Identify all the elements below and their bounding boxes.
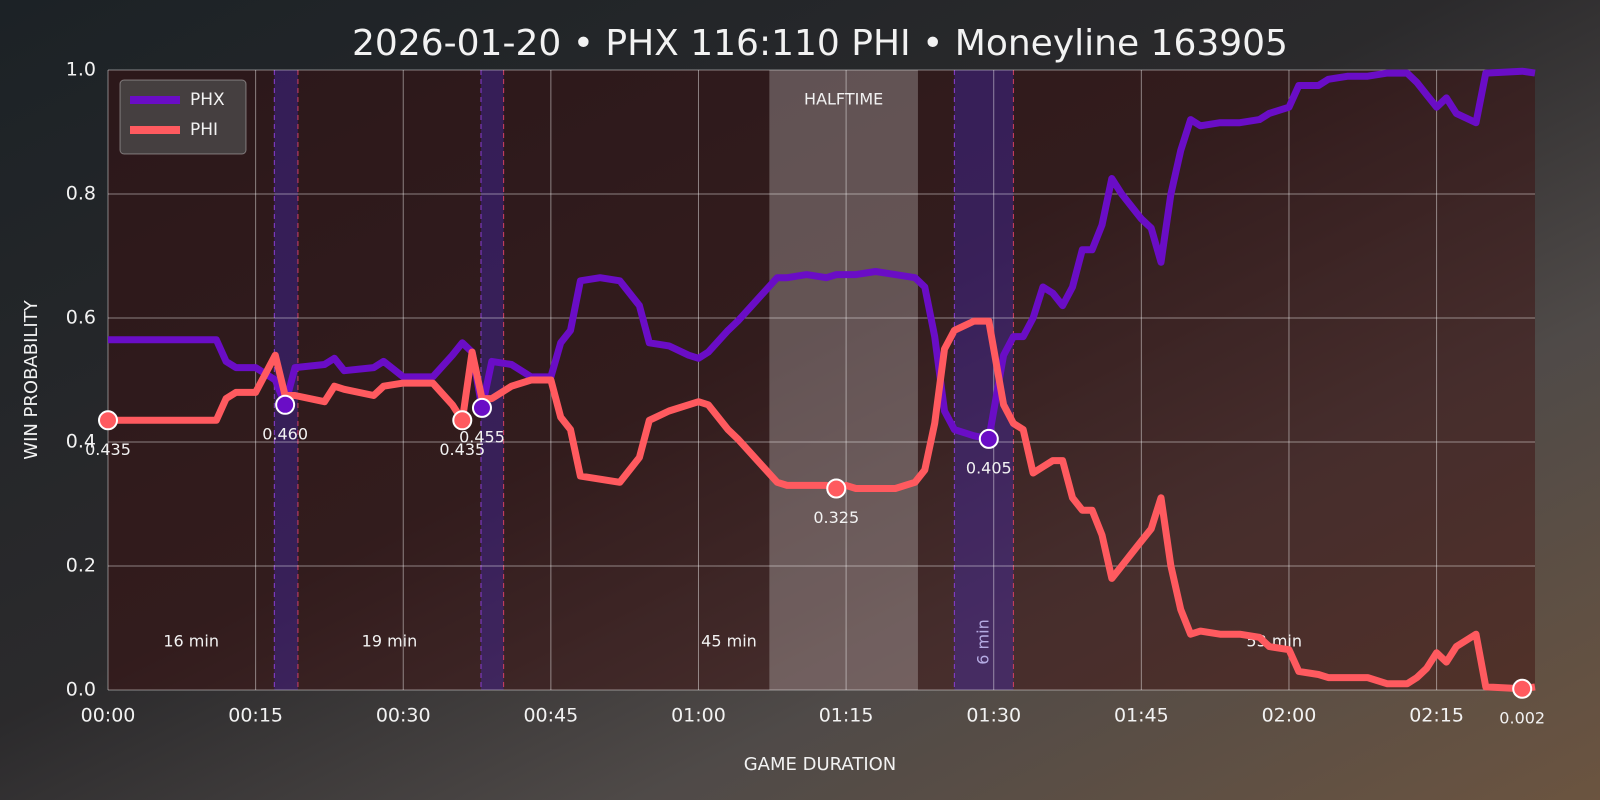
period-label: 19 min (362, 632, 418, 651)
x-tick-label: 00:30 (376, 705, 431, 727)
marker (275, 394, 296, 415)
period-label: 6 min (973, 619, 992, 664)
legend-box (119, 79, 247, 155)
x-tick-label: 00:00 (81, 705, 136, 727)
x-tick-label: 02:00 (1262, 705, 1317, 727)
x-tick-label: 02:15 (1409, 705, 1464, 727)
halftime-band (769, 70, 918, 690)
marker-label: 0.325 (813, 508, 859, 527)
x-axis-title: GAME DURATION (744, 754, 897, 775)
x-tick-label: 01:15 (819, 705, 874, 727)
plot-area (108, 70, 1535, 690)
timeout-band (274, 70, 298, 690)
marker (471, 397, 492, 418)
y-tick-label: 0.8 (66, 183, 96, 205)
series-line (108, 67, 1536, 443)
x-tick-label: 01:00 (671, 705, 726, 727)
legend-label: PHI (190, 120, 218, 140)
period-label: 45 min (701, 632, 757, 651)
y-tick-label: 0.2 (66, 555, 96, 577)
marker-label: 0.435 (439, 440, 485, 459)
marker (978, 428, 999, 449)
marker (98, 410, 118, 431)
marker-label: 0.435 (85, 440, 131, 459)
x-tick-label: 01:45 (1114, 705, 1169, 727)
marker-label: 0.405 (966, 458, 1012, 477)
y-axis-title: WIN PROBABILITY (21, 299, 42, 459)
legend-label: PHX (190, 90, 225, 110)
y-tick-label: 0.6 (66, 307, 96, 329)
y-tick-label: 1.0 (66, 59, 96, 81)
x-tick-label: 00:15 (228, 705, 283, 727)
x-tick-label: 00:45 (523, 705, 578, 727)
timeout-band (480, 70, 504, 690)
x-tick-label: 01:30 (966, 705, 1021, 727)
marker-label: 0.455 (459, 427, 505, 446)
chart-title: 2026-01-20 • PHX 116:110 PHI • Moneyline… (352, 23, 1288, 64)
y-tick-label: 0.4 (66, 431, 96, 453)
marker (452, 410, 473, 431)
marker (1512, 678, 1533, 699)
y-tick-label: 0.0 (66, 679, 96, 701)
timeout-band (954, 70, 1014, 690)
marker-label: 0.460 (262, 424, 308, 443)
legend: PHX PHI (119, 79, 247, 155)
marker-label: 0.002 (1499, 708, 1545, 727)
halftime-label: HALFTIME (804, 90, 883, 109)
period-label: 16 min (163, 632, 219, 651)
marker (826, 478, 847, 499)
